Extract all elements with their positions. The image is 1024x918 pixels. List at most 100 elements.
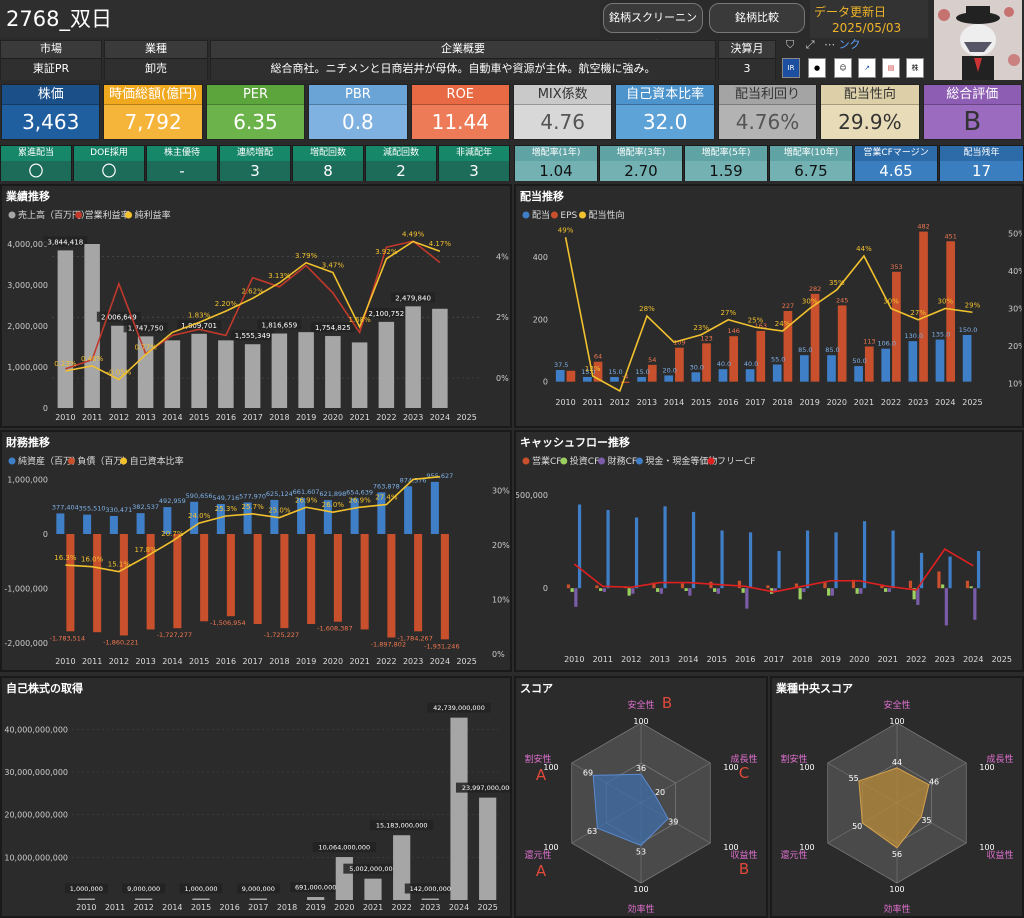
legend-marker [635, 457, 643, 465]
link-label[interactable]: ンク [838, 38, 861, 51]
metric-tile: ROE 11.44 [410, 84, 510, 140]
bar-label: 1,000,000 [184, 885, 217, 893]
radar-max-label: 100 [633, 885, 648, 894]
bar-label-bg [404, 883, 456, 894]
x-tick-label: 2014 [162, 413, 182, 422]
x-tick-label: 2014 [664, 398, 684, 407]
expand-icon[interactable]: ⤢ [805, 38, 815, 51]
line-label: 2.20% [215, 300, 238, 308]
industry-score-chart: 444635565055安全性100成長性100収益性100効率性100還元性1… [780, 699, 1013, 915]
news-link-icon[interactable]: ▤ [882, 58, 900, 78]
debt-bar [307, 534, 316, 624]
dividend-bar [637, 376, 646, 382]
kabutan-link-icon[interactable]: 株 [906, 58, 924, 78]
minkabu-link-icon[interactable]: ● [808, 58, 826, 78]
x-tick-label: 2023 [403, 413, 423, 422]
x-tick-label: 2011 [583, 398, 603, 407]
radar-axis-label: 割安性 [524, 753, 551, 765]
radar-value: 44 [892, 758, 902, 767]
x-tick-label: 2021 [854, 398, 874, 407]
asset-label: 654,639 [346, 488, 373, 496]
dividend-bar [854, 366, 863, 382]
asset-label: 355,510 [79, 505, 106, 513]
haito-title: 配当推移 [520, 190, 564, 203]
page-title: 2768_双日 [0, 0, 600, 38]
stat-label: 増配率(5年) [685, 146, 767, 161]
cf-title: キャッシュフロー推移 [520, 436, 630, 449]
filter-icon[interactable]: ⛉ [786, 38, 795, 51]
ratio-label: 16.0% [81, 556, 104, 564]
bar-label: 2,006,649 [101, 314, 137, 322]
stat-label: 減配回数 [366, 146, 436, 161]
asset-label: 661,607 [293, 488, 320, 496]
bar-label: 142,000,000 [410, 885, 451, 893]
stat-label: 配当残年 [940, 146, 1023, 161]
ratio-label: 30% [802, 298, 818, 306]
x-tick-label: 2021 [349, 657, 369, 666]
more-icon[interactable]: ⋯ [824, 38, 836, 51]
y2-tick-label: 20% [1008, 342, 1022, 351]
cf-bar [748, 532, 753, 589]
ir-link-icon[interactable]: IR [782, 58, 800, 78]
cf-bar [709, 581, 713, 589]
asset-bar [350, 498, 359, 534]
stat-label: 増配率(10年) [770, 146, 852, 161]
radar-value: 39 [668, 818, 678, 827]
x-tick-label: 2016 [216, 413, 236, 422]
legend-marker [522, 211, 530, 219]
cf-panel: キャッシュフロー推移 営業CF 投資CF 財務CF 現金・現金等価物 フリーCF 500,… [514, 430, 1024, 672]
cf-bar [631, 588, 635, 594]
eps-label: 245 [836, 296, 848, 304]
x-tick-label: 2018 [277, 903, 297, 912]
x-tick-label: 2014 [678, 655, 698, 664]
dividend-bar [962, 334, 972, 382]
radar-value: 53 [636, 847, 646, 856]
metric-label: ROE [411, 85, 509, 105]
ratio-label: 26.0% [322, 501, 345, 509]
stat-value: 3 [220, 161, 290, 181]
x-tick-label: 2011 [82, 657, 102, 666]
dividend-bar [881, 348, 891, 382]
debt-bar [414, 534, 423, 632]
stat-value: 8 [293, 161, 363, 181]
legend-label: フリーCF [717, 457, 755, 467]
compare-button[interactable]: 銘柄比較 [709, 3, 805, 33]
x-tick-label: 2011 [105, 903, 125, 912]
person-link-icon[interactable]: ☺ [834, 58, 852, 78]
bar-label-bg [96, 311, 141, 322]
bar-label-bg [290, 882, 342, 893]
legend-marker [522, 457, 530, 465]
dividend-label: 135.0 [932, 331, 951, 339]
y2-tick-label: 2% [496, 313, 509, 322]
metric-value: 4.76% [735, 110, 800, 134]
metric-value: 7,792 [124, 110, 182, 134]
screening-button[interactable]: 銘柄スクリーニング [603, 3, 703, 52]
line-label: -0.05% [106, 369, 131, 377]
cf-bar [937, 571, 941, 589]
metric-label: 時価総額(億円) [104, 85, 202, 105]
cf-bar [602, 588, 606, 592]
bar-label: 42,739,000,000 [433, 704, 485, 712]
cf-bar [656, 588, 660, 592]
score-title: スコア [520, 682, 553, 695]
cf-bar [688, 588, 692, 596]
debt-bar [146, 534, 155, 630]
stat-label: 増配回数 [293, 146, 363, 161]
chart-link-icon[interactable]: ↗ [858, 58, 876, 78]
x-tick-label: 2018 [772, 398, 792, 407]
line-label: 1.83% [188, 311, 211, 319]
metric-value: 4.76 [540, 110, 585, 134]
cf-bar [827, 588, 831, 596]
debt-label: -1,608,387 [317, 625, 352, 633]
cf-bar [973, 588, 977, 620]
x-tick-label: 2013 [135, 657, 155, 666]
metric-value: 32.0 [642, 110, 688, 134]
legend-label: 売上高（百万円） [18, 209, 90, 221]
stat-cell: 増配率(5年) 1.59 [684, 145, 768, 181]
eps-label: 146 [727, 327, 739, 335]
update-date: 2025/05/03 [832, 21, 902, 35]
ratio-label: 27.4% [375, 494, 398, 502]
ratio-label: 12% [585, 365, 601, 373]
y2-tick-label: 10% [1008, 380, 1022, 389]
industry-value: 卸売 [105, 59, 207, 80]
